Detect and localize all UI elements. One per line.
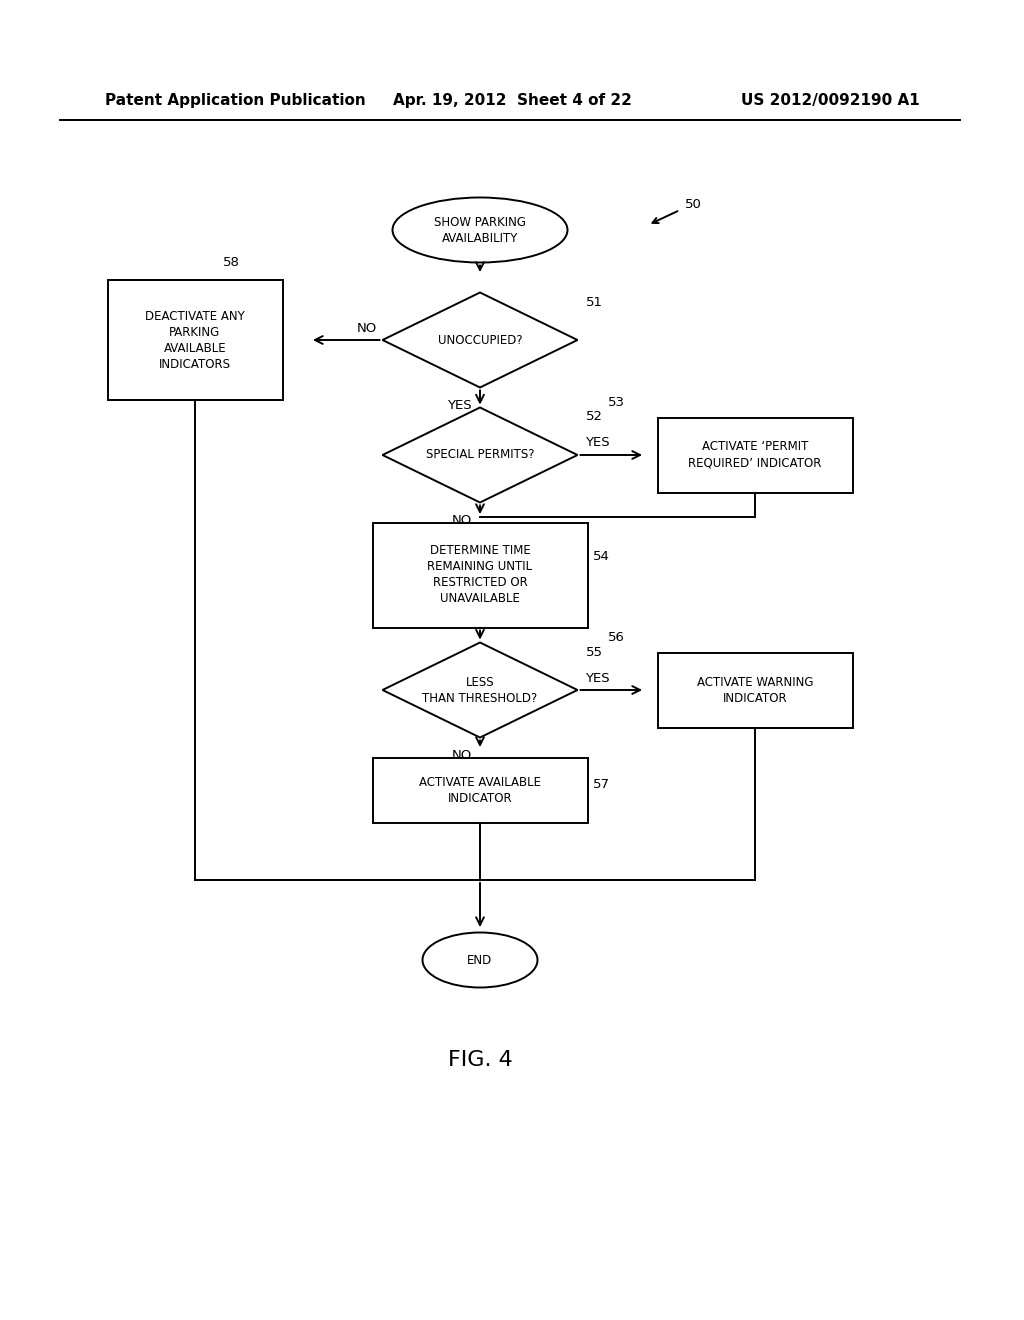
Polygon shape <box>383 643 578 738</box>
Bar <box>373 523 588 627</box>
Text: 58: 58 <box>222 256 240 268</box>
Text: END: END <box>467 953 493 966</box>
Text: US 2012/0092190 A1: US 2012/0092190 A1 <box>741 92 920 107</box>
Bar <box>373 758 588 822</box>
Bar <box>108 280 283 400</box>
Text: 55: 55 <box>586 645 602 659</box>
Text: SHOW PARKING
AVAILABILITY: SHOW PARKING AVAILABILITY <box>434 215 526 244</box>
Text: YES: YES <box>586 672 610 685</box>
Text: YES: YES <box>586 437 610 450</box>
Polygon shape <box>383 293 578 388</box>
Text: DEACTIVATE ANY
PARKING
AVAILABLE
INDICATORS: DEACTIVATE ANY PARKING AVAILABLE INDICAT… <box>145 309 245 371</box>
Ellipse shape <box>423 932 538 987</box>
Text: 56: 56 <box>607 631 625 644</box>
Text: 53: 53 <box>607 396 625 409</box>
Text: 51: 51 <box>586 296 602 309</box>
Text: 52: 52 <box>586 411 602 424</box>
Text: 57: 57 <box>593 779 609 792</box>
Text: LESS
THAN THRESHOLD?: LESS THAN THRESHOLD? <box>422 676 538 705</box>
Text: NO: NO <box>357 322 378 334</box>
Bar <box>657 652 853 727</box>
Text: ACTIVATE WARNING
INDICATOR: ACTIVATE WARNING INDICATOR <box>696 676 813 705</box>
Text: ACTIVATE ‘PERMIT
REQUIRED’ INDICATOR: ACTIVATE ‘PERMIT REQUIRED’ INDICATOR <box>688 441 821 470</box>
Text: Apr. 19, 2012  Sheet 4 of 22: Apr. 19, 2012 Sheet 4 of 22 <box>392 92 632 107</box>
Bar <box>657 417 853 492</box>
Text: NO: NO <box>452 748 472 762</box>
Text: FIG. 4: FIG. 4 <box>447 1049 512 1071</box>
Ellipse shape <box>392 198 567 263</box>
Text: Patent Application Publication: Patent Application Publication <box>105 92 366 107</box>
Text: 50: 50 <box>685 198 701 211</box>
Text: 54: 54 <box>593 550 609 564</box>
Text: ACTIVATE AVAILABLE
INDICATOR: ACTIVATE AVAILABLE INDICATOR <box>419 776 541 804</box>
Text: YES: YES <box>447 399 472 412</box>
Text: NO: NO <box>452 513 472 527</box>
Text: SPECIAL PERMITS?: SPECIAL PERMITS? <box>426 449 535 462</box>
Text: UNOCCUPIED?: UNOCCUPIED? <box>437 334 522 346</box>
Polygon shape <box>383 408 578 503</box>
Text: DETERMINE TIME
REMAINING UNTIL
RESTRICTED OR
UNAVAILABLE: DETERMINE TIME REMAINING UNTIL RESTRICTE… <box>427 544 532 606</box>
